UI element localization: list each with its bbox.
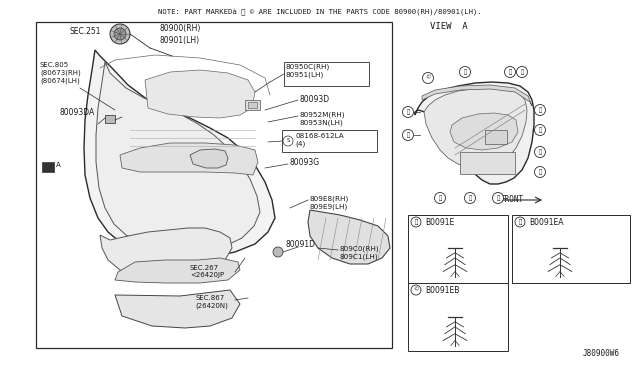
Text: A: A (56, 162, 61, 168)
Text: FRONT: FRONT (500, 195, 523, 204)
Circle shape (460, 67, 470, 77)
Text: B0091EA: B0091EA (529, 218, 563, 227)
Bar (284, 62, 369, 86)
Text: VIEW  A: VIEW A (430, 22, 468, 31)
Text: 08168-612LA
(4): 08168-612LA (4) (295, 133, 344, 147)
Polygon shape (415, 82, 534, 184)
Bar (485, 130, 507, 144)
Text: Ⓐ: Ⓐ (520, 69, 524, 75)
Circle shape (534, 125, 545, 135)
Circle shape (273, 247, 283, 257)
Text: Ⓐ: Ⓐ (538, 107, 541, 113)
Polygon shape (424, 88, 527, 169)
Text: 80952M(RH)
80953N(LH): 80952M(RH) 80953N(LH) (300, 112, 346, 126)
Text: Ⓐ: Ⓐ (538, 169, 541, 175)
Text: 80093G: 80093G (290, 158, 320, 167)
Bar (408, 283, 508, 351)
Text: Ⓐ: Ⓐ (406, 109, 410, 115)
Polygon shape (190, 149, 228, 168)
Text: ©: © (425, 76, 431, 80)
Bar (282, 130, 377, 152)
Text: B0091E: B0091E (425, 218, 454, 227)
Polygon shape (145, 70, 255, 118)
Text: S: S (286, 138, 290, 144)
Circle shape (516, 67, 527, 77)
Circle shape (534, 105, 545, 115)
Polygon shape (115, 290, 240, 328)
Text: Ⓐ: Ⓐ (463, 69, 467, 75)
Text: SEC.251: SEC.251 (70, 27, 102, 36)
Polygon shape (96, 62, 260, 251)
Text: SEC.805
(80673(RH)
(80674(LH): SEC.805 (80673(RH) (80674(LH) (40, 62, 81, 84)
Bar (36, 22, 392, 348)
Text: Ⓐ: Ⓐ (438, 195, 442, 201)
Polygon shape (84, 50, 275, 258)
Circle shape (515, 217, 525, 227)
Polygon shape (308, 210, 390, 264)
Text: Ⓐ: Ⓐ (538, 149, 541, 155)
Polygon shape (450, 113, 518, 150)
Circle shape (435, 192, 445, 203)
Text: NOTE: PART MARKEDà Ⓑ © ARE INCLUDED IN THE PARTS CODE 80900(RH)/80901(LH).: NOTE: PART MARKEDà Ⓑ © ARE INCLUDED IN T… (158, 9, 482, 16)
Text: ©: © (413, 288, 419, 292)
Bar (245, 100, 260, 110)
Text: Ⓐ: Ⓐ (538, 127, 541, 133)
Circle shape (534, 147, 545, 157)
Polygon shape (115, 258, 240, 283)
Text: 809C0(RH)
809C1(LH): 809C0(RH) 809C1(LH) (340, 245, 380, 260)
Text: 80950C(RH)
80951(LH): 80950C(RH) 80951(LH) (286, 64, 330, 78)
Circle shape (411, 285, 421, 295)
Text: SEC.267
<26420JP: SEC.267 <26420JP (190, 265, 224, 279)
Text: Ⓐ: Ⓐ (414, 219, 418, 225)
Text: Ⓑ: Ⓑ (518, 219, 522, 225)
Bar (248, 102, 257, 108)
Circle shape (493, 192, 504, 203)
Circle shape (534, 167, 545, 177)
Bar (408, 215, 508, 283)
Circle shape (114, 28, 126, 40)
Polygon shape (422, 85, 532, 106)
Circle shape (411, 217, 421, 227)
Text: 80900(RH)
80901(LH): 80900(RH) 80901(LH) (160, 24, 202, 45)
Text: 80093D: 80093D (300, 95, 330, 104)
Text: 80093DA: 80093DA (60, 108, 95, 117)
Circle shape (422, 73, 433, 83)
Polygon shape (100, 228, 232, 278)
Circle shape (403, 129, 413, 141)
Circle shape (110, 24, 130, 44)
Text: J80900W6: J80900W6 (583, 349, 620, 358)
Text: 809E8(RH)
809E9(LH): 809E8(RH) 809E9(LH) (310, 195, 349, 209)
Polygon shape (120, 143, 258, 175)
Bar (512, 215, 630, 283)
Text: SEC.867
(26420N): SEC.867 (26420N) (195, 295, 228, 309)
Bar (42, 162, 54, 172)
Text: Ⓐ: Ⓐ (497, 195, 500, 201)
Text: 80091D: 80091D (285, 240, 315, 249)
Text: Ⓑ: Ⓑ (508, 69, 511, 75)
Text: Ⓐ: Ⓐ (468, 195, 472, 201)
Circle shape (465, 192, 476, 203)
Text: Ⓐ: Ⓐ (406, 132, 410, 138)
Circle shape (403, 106, 413, 118)
Circle shape (504, 67, 515, 77)
Bar (460, 152, 515, 174)
Bar (105, 115, 115, 123)
Text: B0091EB: B0091EB (425, 286, 460, 295)
